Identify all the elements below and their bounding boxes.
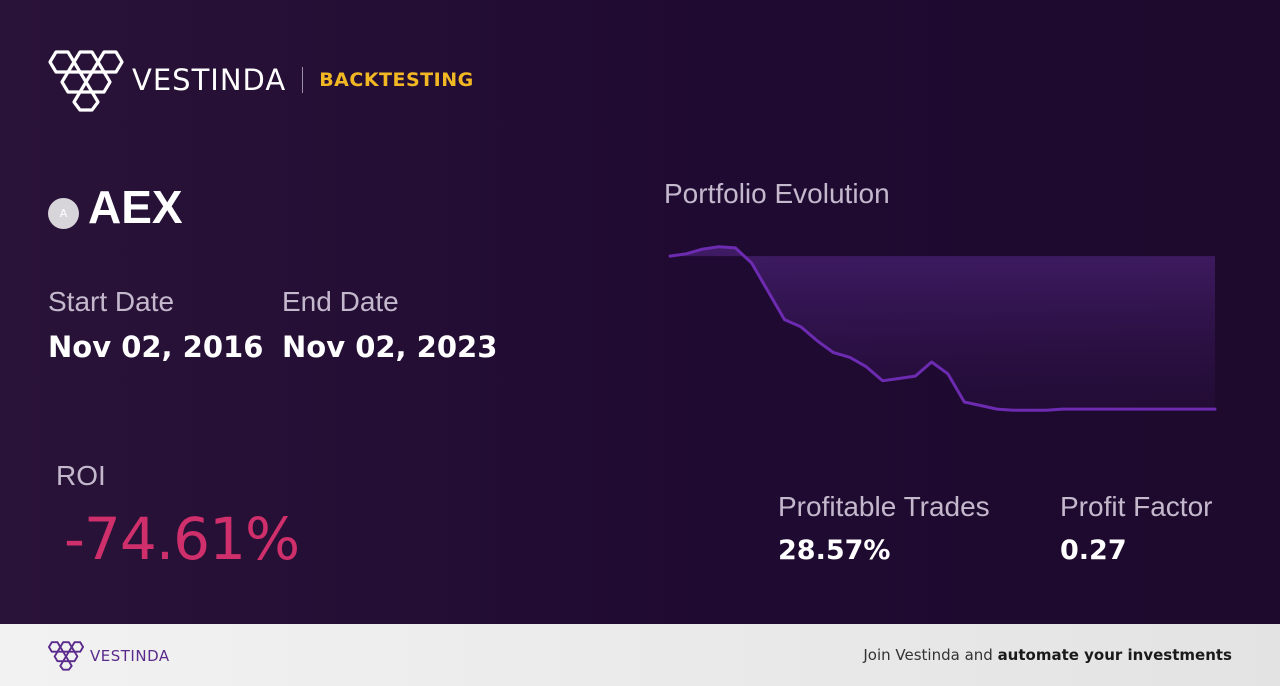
chart-title: Portfolio Evolution [664,178,890,209]
hexagon-cluster-icon [48,50,124,112]
profit-factor-label: Profit Factor [1060,491,1213,522]
footer-hexagon-cluster-icon [48,641,84,671]
roi-label: ROI [56,460,106,491]
asset-header: A AEX [48,180,183,234]
start-date-label: Start Date [48,286,175,317]
asset-symbol: AEX [88,181,183,233]
chart-area-fill [670,246,1215,411]
asset-badge-icon: A [48,197,79,229]
header-logo[interactable]: VESTINDA BACKTESTING [48,48,474,112]
profitable-trades-label: Profitable Trades [778,491,990,522]
brand-name: VESTINDA [132,63,287,97]
footer-brand-name: VESTINDA [90,646,170,665]
start-date-value: Nov 02, 2016 [48,330,264,364]
profitable-trades-value: 28.57% [778,535,891,566]
roi-value: -74.61% [64,505,300,573]
end-date-label: End Date [282,286,399,317]
brand-tag: BACKTESTING [319,69,474,91]
footer-cta-prefix: Join Vestinda and [863,646,998,664]
footer-cta-bold: automate your investments [997,646,1232,664]
portfolio-chart [668,245,1217,412]
brand-divider [302,67,304,93]
footer-cta[interactable]: Join Vestinda and automate your investme… [863,646,1232,664]
footer-logo[interactable]: VESTINDA [48,640,170,671]
backtest-card: VESTINDA BACKTESTING A AEX Start Date No… [0,0,1280,624]
chart-series-line [668,245,1217,412]
end-date-value: Nov 02, 2023 [282,330,498,364]
footer: VESTINDA Join Vestinda and automate your… [0,624,1280,686]
profit-factor-value: 0.27 [1060,535,1127,566]
